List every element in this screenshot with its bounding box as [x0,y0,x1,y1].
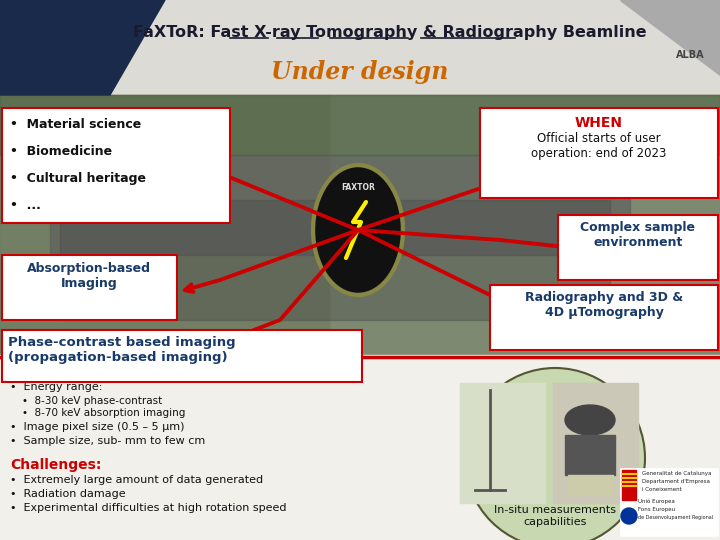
Text: •  Radiation damage: • Radiation damage [10,489,125,499]
Bar [622,470,636,500]
Bar [330,95,720,355]
Bar [620,468,718,536]
Bar [553,383,638,503]
Text: •  Sample size, sub- mm to few cm: • Sample size, sub- mm to few cm [10,436,205,446]
Bar [60,200,610,320]
Bar [0,0,720,95]
Text: •  Energy range:: • Energy range: [10,382,102,392]
Text: Departament d'Empresa: Departament d'Empresa [642,479,710,484]
Bar [0,95,720,155]
Text: •  Extremely large amount of data generated: • Extremely large amount of data generat… [10,475,263,485]
Bar [0,95,330,355]
Bar [0,355,720,540]
Text: •  8-30 keV phase-contrast: • 8-30 keV phase-contrast [22,396,162,406]
Ellipse shape [316,168,400,292]
Text: Generalitat de Catalunya: Generalitat de Catalunya [642,471,711,476]
Text: In-situ measurements
capabilities: In-situ measurements capabilities [494,505,616,526]
Text: WHEN: WHEN [575,116,623,130]
FancyBboxPatch shape [558,215,718,280]
FancyBboxPatch shape [480,108,718,198]
Bar [0,95,720,355]
FancyBboxPatch shape [2,330,362,382]
Ellipse shape [565,405,615,435]
Text: Unió Europea: Unió Europea [638,499,675,504]
FancyBboxPatch shape [2,108,230,223]
Bar [568,475,613,495]
Text: •  Material science: • Material science [10,118,141,131]
Bar [460,383,545,503]
Bar [565,435,615,475]
Text: Complex sample
environment: Complex sample environment [580,221,696,249]
Text: •  Cultural heritage: • Cultural heritage [10,172,146,185]
Text: Radiography and 3D &
4D μTomography: Radiography and 3D & 4D μTomography [525,291,683,319]
Text: Under design: Under design [271,60,449,84]
Text: •  ...: • ... [10,199,41,212]
Text: Phase-contrast based imaging
(propagation-based imaging): Phase-contrast based imaging (propagatio… [8,336,235,364]
FancyBboxPatch shape [490,285,718,350]
Text: i Coneixement: i Coneixement [642,487,682,492]
Text: de Desenvolupament Regional: de Desenvolupament Regional [638,515,713,520]
Text: Characteristics and samples:: Characteristics and samples: [10,363,227,376]
FancyBboxPatch shape [2,255,177,320]
Text: •  Image pixel size (0.5 – 5 μm): • Image pixel size (0.5 – 5 μm) [10,422,184,432]
Text: FaXToR: Fast X-ray Tomography & Radiography Beamline: FaXToR: Fast X-ray Tomography & Radiogra… [133,24,647,39]
Text: Official starts of user
operation: end of 2023: Official starts of user operation: end o… [531,132,667,160]
Text: Absorption-based
Imaging: Absorption-based Imaging [27,262,151,290]
Text: •  Biomedicine: • Biomedicine [10,145,112,158]
Polygon shape [0,0,165,95]
Circle shape [465,368,645,540]
Polygon shape [620,0,720,75]
Text: ALBA: ALBA [675,50,704,60]
Text: •  Experimental difficulties at high rotation speed: • Experimental difficulties at high rota… [10,503,287,513]
Circle shape [621,508,637,524]
Text: Fons Europeu: Fons Europeu [638,507,675,512]
Text: FAXTOR: FAXTOR [341,184,375,192]
Text: •  8-70 keV absorption imaging: • 8-70 keV absorption imaging [22,408,185,418]
Bar [50,155,630,255]
Text: Challenges:: Challenges: [10,458,102,472]
